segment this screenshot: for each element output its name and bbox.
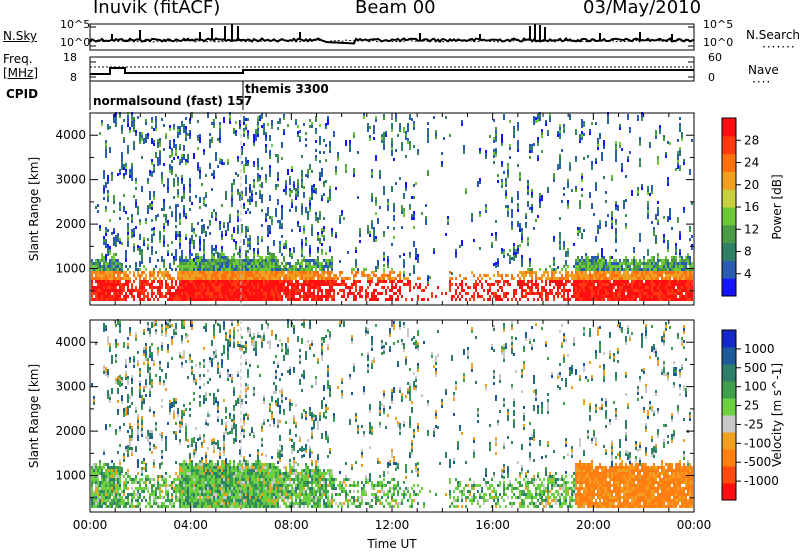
colorbar-swatch [722,398,736,416]
colorbar-tick-label: 20 [744,178,759,192]
y-tick-label: 4000 [55,335,86,349]
colorbar-swatch [722,207,736,226]
nsky-tick-high: 10^5 [60,18,91,31]
colorbar-tick-label: 28 [744,133,759,147]
colorbar-swatch [722,483,736,501]
colorbar-tick-label: 16 [744,200,759,214]
y-tick-label: 3000 [55,173,86,187]
x-tick-label: 12:00 [375,518,410,532]
nsearch-tick-low: 10^0 [703,36,734,49]
nsearch-tick-high: 10^5 [703,18,734,31]
velocity-x-ticks: 00:00 04:00 08:00 12:00 16:00 20:00 00:00 [73,320,712,532]
colorbar-swatch [722,171,736,190]
colorbar-swatch [722,415,736,433]
nsearch-dotted-key: ······· [762,40,796,54]
y-tick-label: 2000 [55,217,86,231]
freq-label-line2: [MHz] [3,66,39,80]
colorbar-tick-label: 12 [744,222,759,236]
cpid-panel [89,81,244,110]
nsky-spikes [111,24,673,40]
nave-label: Nave [748,63,779,77]
nsky-label: N.Sky [3,29,38,43]
colorbar-swatch [722,466,736,484]
colorbar-swatch [722,224,736,244]
velocity-y-label: Slant Range [km] [27,364,41,468]
station-title: Inuvik (fitACF) [93,0,221,18]
freq-panel [89,56,695,82]
date-title: 03/May/2010 [583,0,702,18]
colorbar-tick-label: 24 [744,156,759,170]
colorbar-tick-label: 25 [744,399,759,413]
colorbar-swatch [722,118,736,137]
colorbar-swatch [722,189,736,208]
beam-title: Beam 00 [355,0,436,18]
nsky-tick-low: 10^0 [60,36,91,49]
velocity-heatmap-cells [91,319,693,508]
y-tick-label: 1000 [55,262,86,276]
y-tick-label: 4000 [55,128,86,142]
cpid-name-1: normalsound (fast) 157 [93,94,253,108]
velocity-y-ticks: 1000 2000 3000 4000 [55,335,694,499]
nsearch-label: N.Search [746,28,800,42]
colorbar-label: Velocity [m s^-1] [770,363,784,467]
power-y-ticks: 1000 2000 3000 4000 [55,128,694,292]
nsky-panel [89,23,695,51]
nave-tick-low: 0 [708,71,715,84]
colorbar-tick-label: -500 [744,455,771,469]
colorbar-swatch [722,364,736,382]
colorbar-swatch [722,278,736,297]
colorbar-frame [721,329,737,501]
freq-label-line1: Freq. [3,52,33,66]
colorbar-tick-label: -25 [744,417,764,431]
colorbar-swatch [722,260,736,279]
x-tick-label: 00:00 [677,518,712,532]
colorbar-swatch [722,347,736,365]
colorbar-label: Power [dB] [770,174,784,239]
y-tick-label: 2000 [55,424,86,438]
x-tick-label: 04:00 [173,518,208,532]
nave-dotted-key: ···· [752,75,772,89]
colorbar-swatch [722,153,736,172]
freq-tick-low: 8 [70,71,77,84]
colorbar-tick-label: 1000 [744,342,775,356]
colorbar-tick-label: 100 [744,380,767,394]
x-tick-label: 20:00 [576,518,611,532]
colorbar-swatch [722,381,736,399]
nsky-series [89,37,695,45]
colorbar-swatch [722,135,736,155]
power-x-ticks [89,113,695,305]
colorbar-swatch [722,330,736,348]
x-tick-label: 16:00 [475,518,510,532]
x-tick-label: 00:00 [73,518,108,532]
power-heatmap-cells [91,112,693,301]
velocity-colorbar: 1000 500 100 25 -25 -100 -500 -1000 Velocity [m … [721,329,784,501]
colorbar-tick-label: 4 [744,267,752,281]
colorbar-swatch [722,242,736,261]
cpid-name-2: themis 3300 [245,82,329,96]
colorbar-swatch [722,449,736,467]
power-colorbar: 4 8 12 16 20 24 28 Power [dB] [721,117,784,297]
colorbar-tick-label: -100 [744,436,771,450]
colorbar-tick-label: 8 [744,245,752,259]
power-panel: 1000 2000 3000 4000 [55,112,695,306]
time-axis-label: Time UT [366,537,417,551]
nave-tick-high: 60 [708,51,722,64]
colorbar-tick-label: -1000 [744,474,779,488]
velocity-panel: 1000 2000 3000 4000 00:00 04:00 08:00 12:00 16:… [55,319,711,532]
y-tick-label: 1000 [55,469,86,483]
freq-tick-high: 18 [63,51,77,64]
freq-series [90,67,694,75]
power-y-label: Slant Range [km] [27,157,41,261]
y-tick-label: 3000 [55,380,86,394]
x-tick-label: 08:00 [274,518,309,532]
colorbar-tick-label: 500 [744,361,767,375]
cpid-label: CPID [6,87,39,101]
colorbar-swatch [722,432,736,450]
